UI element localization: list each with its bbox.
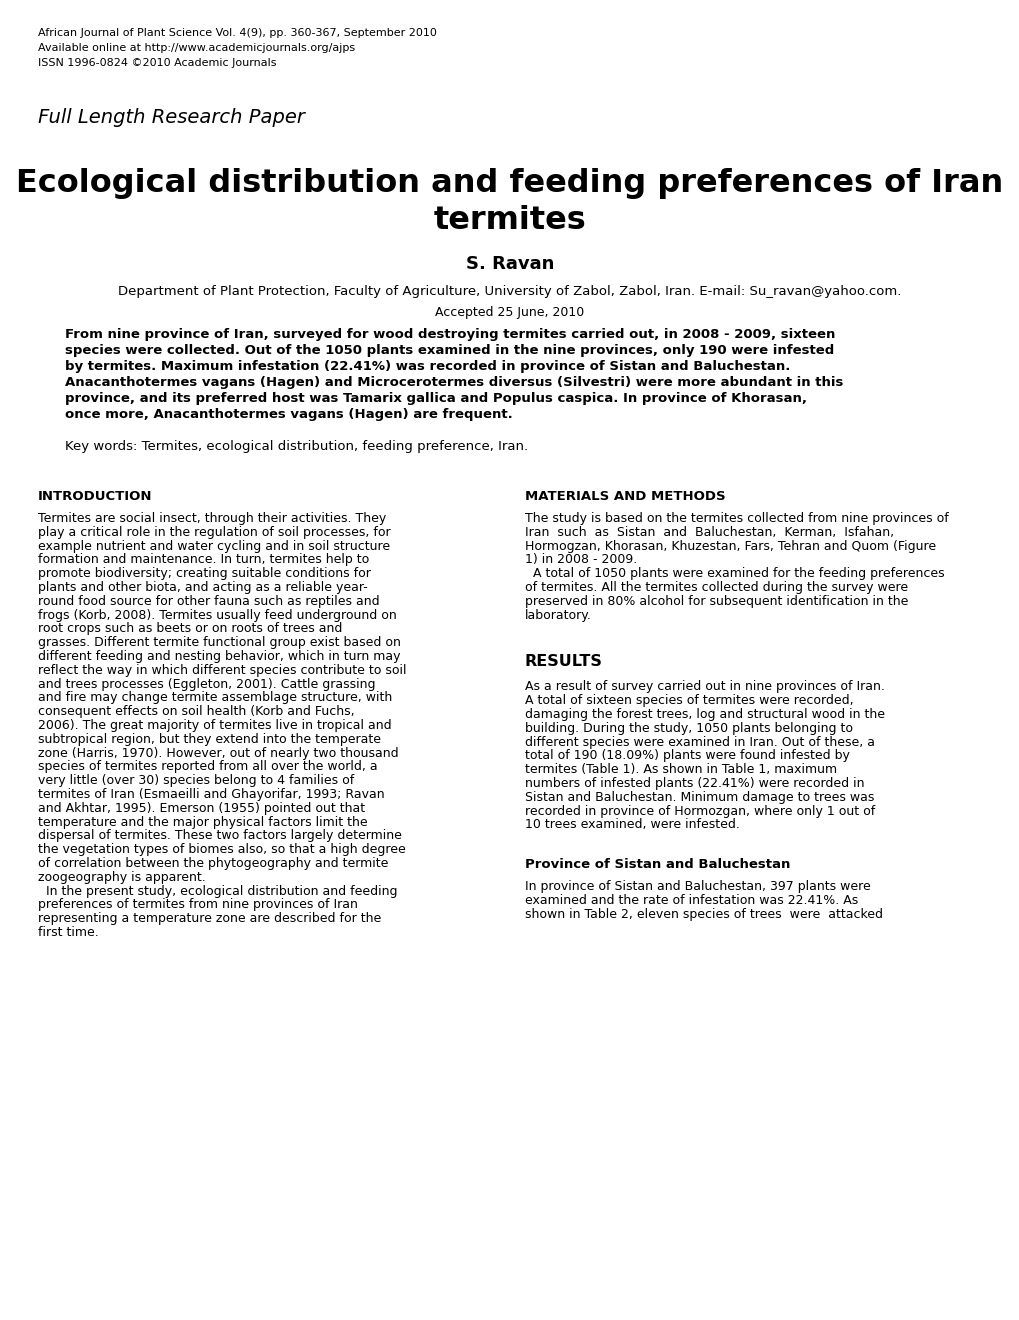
Text: Ecological distribution and feeding preferences of Iran: Ecological distribution and feeding pref… — [16, 168, 1003, 199]
Text: As a result of survey carried out in nine provinces of Iran.: As a result of survey carried out in nin… — [525, 680, 884, 693]
Text: damaging the forest trees, log and structural wood in the: damaging the forest trees, log and struc… — [525, 708, 884, 721]
Text: province, and its preferred host was Tamarix gallica and Populus caspica. In pro: province, and its preferred host was Tam… — [65, 392, 806, 405]
Text: root crops such as beets or on roots of trees and: root crops such as beets or on roots of … — [38, 623, 342, 635]
Text: grasses. Different termite functional group exist based on: grasses. Different termite functional gr… — [38, 636, 400, 649]
Text: preferences of termites from nine provinces of Iran: preferences of termites from nine provin… — [38, 899, 358, 911]
Text: shown in Table 2, eleven species of trees  were  attacked: shown in Table 2, eleven species of tree… — [525, 908, 882, 921]
Text: In the present study, ecological distribution and feeding: In the present study, ecological distrib… — [38, 884, 397, 898]
Text: Key words: Termites, ecological distribution, feeding preference, Iran.: Key words: Termites, ecological distribu… — [65, 440, 528, 453]
Text: Accepted 25 June, 2010: Accepted 25 June, 2010 — [435, 306, 584, 319]
Text: laboratory.: laboratory. — [525, 609, 591, 622]
Text: once more, Anacanthotermes vagans (Hagen) are frequent.: once more, Anacanthotermes vagans (Hagen… — [65, 408, 513, 421]
Text: recorded in province of Hormozgan, where only 1 out of: recorded in province of Hormozgan, where… — [525, 805, 874, 817]
Text: 1) in 2008 - 2009.: 1) in 2008 - 2009. — [525, 553, 637, 566]
Text: numbers of infested plants (22.41%) were recorded in: numbers of infested plants (22.41%) were… — [525, 777, 864, 789]
Text: The study is based on the termites collected from nine provinces of: The study is based on the termites colle… — [525, 512, 948, 525]
Text: and trees processes (Eggleton, 2001). Cattle grassing: and trees processes (Eggleton, 2001). Ca… — [38, 677, 375, 690]
Text: Province of Sistan and Baluchestan: Province of Sistan and Baluchestan — [525, 858, 790, 871]
Text: Termites are social insect, through their activities. They: Termites are social insect, through thei… — [38, 512, 386, 525]
Text: zoogeography is apparent.: zoogeography is apparent. — [38, 871, 206, 884]
Text: first time.: first time. — [38, 927, 99, 939]
Text: consequent effects on soil health (Korb and Fuchs,: consequent effects on soil health (Korb … — [38, 705, 355, 718]
Text: preserved in 80% alcohol for subsequent identification in the: preserved in 80% alcohol for subsequent … — [525, 595, 908, 607]
Text: RESULTS: RESULTS — [525, 655, 602, 669]
Text: promote biodiversity; creating suitable conditions for: promote biodiversity; creating suitable … — [38, 568, 371, 581]
Text: the vegetation types of biomes also, so that a high degree: the vegetation types of biomes also, so … — [38, 843, 406, 857]
Text: examined and the rate of infestation was 22.41%. As: examined and the rate of infestation was… — [525, 894, 857, 907]
Text: In province of Sistan and Baluchestan, 397 plants were: In province of Sistan and Baluchestan, 3… — [525, 880, 870, 894]
Text: Anacanthotermes vagans (Hagen) and Microcerotermes diversus (Silvestri) were mor: Anacanthotermes vagans (Hagen) and Micro… — [65, 376, 843, 389]
Text: play a critical role in the regulation of soil processes, for: play a critical role in the regulation o… — [38, 525, 390, 539]
Text: termites (Table 1). As shown in Table 1, maximum: termites (Table 1). As shown in Table 1,… — [525, 763, 837, 776]
Text: subtropical region, but they extend into the temperate: subtropical region, but they extend into… — [38, 733, 381, 746]
Text: and fire may change termite assemblage structure, with: and fire may change termite assemblage s… — [38, 692, 392, 705]
Text: African Journal of Plant Science Vol. 4(9), pp. 360-367, September 2010: African Journal of Plant Science Vol. 4(… — [38, 28, 436, 38]
Text: termites of Iran (Esmaeilli and Ghayorifar, 1993; Ravan: termites of Iran (Esmaeilli and Ghayorif… — [38, 788, 384, 801]
Text: formation and maintenance. In turn, termites help to: formation and maintenance. In turn, term… — [38, 553, 369, 566]
Text: reflect the way in which different species contribute to soil: reflect the way in which different speci… — [38, 664, 407, 677]
Text: 10 trees examined, were infested.: 10 trees examined, were infested. — [525, 818, 739, 832]
Text: round food source for other fauna such as reptiles and: round food source for other fauna such a… — [38, 595, 379, 607]
Text: different species were examined in Iran. Out of these, a: different species were examined in Iran.… — [525, 735, 874, 748]
Text: of correlation between the phytogeography and termite: of correlation between the phytogeograph… — [38, 857, 388, 870]
Text: From nine province of Iran, surveyed for wood destroying termites carried out, i: From nine province of Iran, surveyed for… — [65, 327, 835, 341]
Text: ISSN 1996-0824 ©2010 Academic Journals: ISSN 1996-0824 ©2010 Academic Journals — [38, 58, 276, 69]
Text: species of termites reported from all over the world, a: species of termites reported from all ov… — [38, 760, 377, 774]
Text: A total of sixteen species of termites were recorded,: A total of sixteen species of termites w… — [525, 694, 853, 708]
Text: representing a temperature zone are described for the: representing a temperature zone are desc… — [38, 912, 381, 925]
Text: A total of 1050 plants were examined for the feeding preferences: A total of 1050 plants were examined for… — [525, 568, 944, 581]
Text: different feeding and nesting behavior, which in turn may: different feeding and nesting behavior, … — [38, 649, 400, 663]
Text: example nutrient and water cycling and in soil structure: example nutrient and water cycling and i… — [38, 540, 389, 553]
Text: and Akhtar, 1995). Emerson (1955) pointed out that: and Akhtar, 1995). Emerson (1955) pointe… — [38, 801, 365, 814]
Text: Available online at http://www.academicjournals.org/ajps: Available online at http://www.academicj… — [38, 44, 355, 53]
Text: 2006). The great majority of termites live in tropical and: 2006). The great majority of termites li… — [38, 719, 391, 733]
Text: zone (Harris, 1970). However, out of nearly two thousand: zone (Harris, 1970). However, out of nea… — [38, 747, 398, 759]
Text: Department of Plant Protection, Faculty of Agriculture, University of Zabol, Zab: Department of Plant Protection, Faculty … — [118, 285, 901, 298]
Text: species were collected. Out of the 1050 plants examined in the nine provinces, o: species were collected. Out of the 1050 … — [65, 345, 834, 356]
Text: dispersal of termites. These two factors largely determine: dispersal of termites. These two factors… — [38, 829, 401, 842]
Text: S. Ravan: S. Ravan — [466, 255, 553, 273]
Text: total of 190 (18.09%) plants were found infested by: total of 190 (18.09%) plants were found … — [525, 750, 849, 763]
Text: very little (over 30) species belong to 4 families of: very little (over 30) species belong to … — [38, 775, 354, 787]
Text: frogs (Korb, 2008). Termites usually feed underground on: frogs (Korb, 2008). Termites usually fee… — [38, 609, 396, 622]
Text: Hormogzan, Khorasan, Khuzestan, Fars, Tehran and Quom (Figure: Hormogzan, Khorasan, Khuzestan, Fars, Te… — [525, 540, 935, 553]
Text: of termites. All the termites collected during the survey were: of termites. All the termites collected … — [525, 581, 907, 594]
Text: MATERIALS AND METHODS: MATERIALS AND METHODS — [525, 490, 725, 503]
Text: Sistan and Baluchestan. Minimum damage to trees was: Sistan and Baluchestan. Minimum damage t… — [525, 791, 873, 804]
Text: Iran  such  as  Sistan  and  Baluchestan,  Kerman,  Isfahan,: Iran such as Sistan and Baluchestan, Ker… — [525, 525, 894, 539]
Text: temperature and the major physical factors limit the: temperature and the major physical facto… — [38, 816, 367, 829]
Text: plants and other biota, and acting as a reliable year-: plants and other biota, and acting as a … — [38, 581, 368, 594]
Text: termites: termites — [433, 205, 586, 236]
Text: Full Length Research Paper: Full Length Research Paper — [38, 108, 305, 127]
Text: INTRODUCTION: INTRODUCTION — [38, 490, 153, 503]
Text: by termites. Maximum infestation (22.41%) was recorded in province of Sistan and: by termites. Maximum infestation (22.41%… — [65, 360, 790, 374]
Text: building. During the study, 1050 plants belonging to: building. During the study, 1050 plants … — [525, 722, 852, 735]
